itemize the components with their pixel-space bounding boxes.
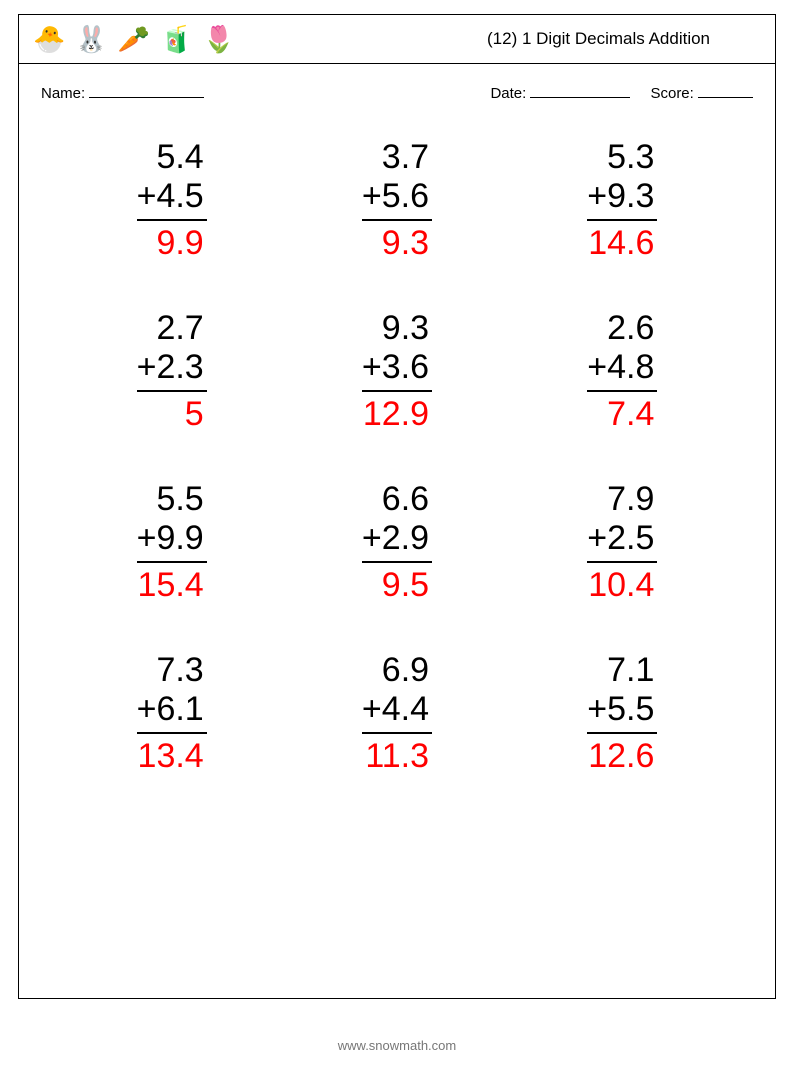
addend-bottom-row: +9.3: [587, 177, 657, 221]
header-icons: 🐣 🐰 🥕 🧃 🌷: [29, 26, 235, 52]
addend-bottom-row: +9.9: [137, 519, 207, 563]
addend-top: 6.6: [362, 480, 432, 519]
addend-bottom-row: +2.9: [362, 519, 432, 563]
answer: 14.6: [587, 221, 657, 263]
problem: 7.3+6.113.4: [59, 651, 284, 776]
problem: 6.9+4.411.3: [284, 651, 509, 776]
problem-stack: 6.6+2.99.5: [362, 480, 432, 605]
carrot-icon: 🥕: [118, 26, 150, 52]
addend-top: 5.3: [587, 138, 657, 177]
problem-stack: 9.3+3.612.9: [362, 309, 432, 434]
problem-stack: 7.9+2.510.4: [587, 480, 657, 605]
juice-icon: 🧃: [160, 26, 192, 52]
answer: 11.3: [362, 734, 432, 776]
problem: 6.6+2.99.5: [284, 480, 509, 605]
answer: 12.9: [362, 392, 432, 434]
bunny-icon: 🐰: [75, 26, 107, 52]
addend-bottom-row: +4.8: [587, 348, 657, 392]
name-field: Name:: [41, 84, 490, 102]
addend-top: 7.3: [137, 651, 207, 690]
answer: 9.5: [362, 563, 432, 605]
addend-bottom-row: +2.3: [137, 348, 207, 392]
date-label: Date:: [490, 85, 526, 102]
worksheet-title: (12) 1 Digit Decimals Addition: [487, 29, 765, 49]
date-blank[interactable]: [530, 84, 630, 98]
addend-top: 5.4: [137, 138, 207, 177]
answer: 15.4: [137, 563, 207, 605]
problem-stack: 2.6+4.87.4: [587, 309, 657, 434]
problem: 2.6+4.87.4: [510, 309, 735, 434]
problem-stack: 7.1+5.512.6: [587, 651, 657, 776]
problem: 7.9+2.510.4: [510, 480, 735, 605]
addend-top: 6.9: [362, 651, 432, 690]
problem: 2.7+2.35: [59, 309, 284, 434]
chick-icon: 🐣: [33, 26, 65, 52]
problem-stack: 5.4+4.59.9: [137, 138, 207, 263]
problems-grid: 5.4+4.59.93.7+5.69.35.3+9.314.62.7+2.359…: [19, 102, 775, 776]
problem-stack: 5.3+9.314.6: [587, 138, 657, 263]
answer: 9.9: [137, 221, 207, 263]
problem: 5.4+4.59.9: [59, 138, 284, 263]
problem-stack: 7.3+6.113.4: [137, 651, 207, 776]
date-field: Date:: [490, 84, 630, 102]
addend-top: 5.5: [137, 480, 207, 519]
addend-top: 2.6: [587, 309, 657, 348]
problem: 5.3+9.314.6: [510, 138, 735, 263]
problem-stack: 5.5+9.915.4: [137, 480, 207, 605]
footer-url: www.snowmath.com: [0, 1038, 794, 1053]
worksheet-page: 🐣 🐰 🥕 🧃 🌷 (12) 1 Digit Decimals Addition…: [18, 14, 776, 999]
answer: 5: [137, 392, 207, 434]
addend-bottom-row: +5.6: [362, 177, 432, 221]
header-bar: 🐣 🐰 🥕 🧃 🌷 (12) 1 Digit Decimals Addition: [19, 15, 775, 64]
problem: 3.7+5.69.3: [284, 138, 509, 263]
addend-top: 3.7: [362, 138, 432, 177]
addend-top: 2.7: [137, 309, 207, 348]
addend-top: 7.9: [587, 480, 657, 519]
addend-bottom-row: +3.6: [362, 348, 432, 392]
answer: 13.4: [137, 734, 207, 776]
answer: 9.3: [362, 221, 432, 263]
tulip-icon: 🌷: [203, 26, 235, 52]
problem-stack: 3.7+5.69.3: [362, 138, 432, 263]
name-label: Name:: [41, 85, 85, 102]
problem-stack: 6.9+4.411.3: [362, 651, 432, 776]
score-label: Score:: [650, 85, 693, 102]
addend-bottom-row: +6.1: [137, 690, 207, 734]
addend-top: 9.3: [362, 309, 432, 348]
name-blank[interactable]: [89, 84, 204, 98]
score-field: Score:: [650, 84, 753, 102]
addend-bottom-row: +5.5: [587, 690, 657, 734]
addend-bottom-row: +4.5: [137, 177, 207, 221]
addend-top: 7.1: [587, 651, 657, 690]
score-blank[interactable]: [698, 84, 753, 98]
answer: 7.4: [587, 392, 657, 434]
problem-stack: 2.7+2.35: [137, 309, 207, 434]
answer: 10.4: [587, 563, 657, 605]
problem: 7.1+5.512.6: [510, 651, 735, 776]
meta-row: Name: Date: Score:: [19, 64, 775, 102]
answer: 12.6: [587, 734, 657, 776]
problem: 9.3+3.612.9: [284, 309, 509, 434]
problem: 5.5+9.915.4: [59, 480, 284, 605]
addend-bottom-row: +4.4: [362, 690, 432, 734]
addend-bottom-row: +2.5: [587, 519, 657, 563]
